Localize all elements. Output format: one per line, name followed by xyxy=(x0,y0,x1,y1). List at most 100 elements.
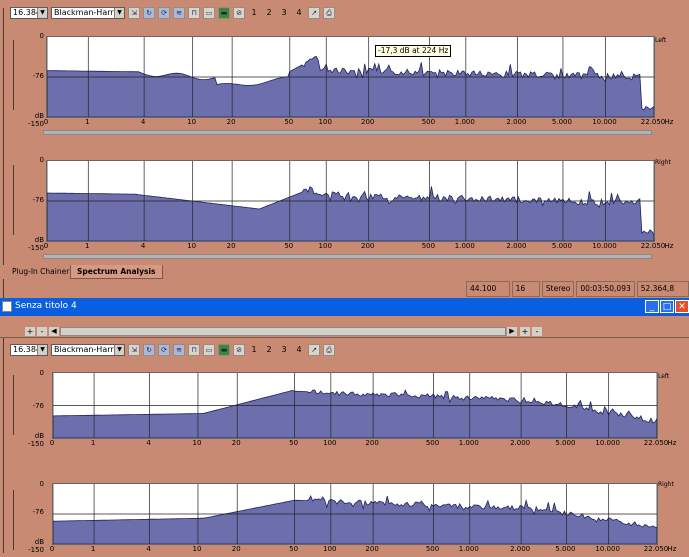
x-tick-label: 1.000 xyxy=(458,439,479,447)
x-tick-label: 4 xyxy=(140,242,146,250)
minimize-button[interactable]: _ xyxy=(645,300,659,313)
preset-1-button[interactable]: 1 xyxy=(251,345,257,354)
export-icon[interactable]: ⇲ xyxy=(128,343,140,356)
spectrum-plot-left[interactable] xyxy=(46,36,655,118)
scan-icon[interactable]: ⟳ xyxy=(158,343,170,356)
spectrum-area xyxy=(47,185,654,241)
tab-plugin-chainer[interactable]: Plug-In Chainer xyxy=(12,267,70,276)
display-mode-icon[interactable]: ▭ xyxy=(203,343,215,356)
x-tick-label: 1 xyxy=(85,118,90,126)
print-icon[interactable]: ⎙ xyxy=(323,6,335,19)
preset-2-button[interactable]: 2 xyxy=(266,345,272,354)
close-button[interactable]: ✕ xyxy=(675,300,689,313)
y-tick-76: -76 xyxy=(32,72,44,80)
spectrum-plot-right-2[interactable] xyxy=(52,483,658,545)
x-tick-label: 1.000 xyxy=(458,545,479,553)
x-tick-label: 5.000 xyxy=(555,545,576,553)
scan-options-icon[interactable]: ≋ xyxy=(173,6,185,19)
chevron-down-icon[interactable]: ▼ xyxy=(114,7,124,18)
y-tick-0: 0 xyxy=(39,369,44,377)
window-left-border xyxy=(3,338,4,553)
window-function-select-2[interactable]: Blackman-Harris ▼ xyxy=(51,343,125,356)
x-tick-label: 2.000 xyxy=(506,242,527,250)
x-tick-label: 0 xyxy=(43,242,49,250)
zoom-in-icon[interactable]: + xyxy=(25,327,35,336)
x-tick-label: 20 xyxy=(231,439,241,447)
channel-label-right-2: Right xyxy=(658,481,674,488)
x-tick-label: 22.050 xyxy=(640,118,666,126)
x-unit-label: Hz xyxy=(667,545,677,553)
x-tick-label: 2.000 xyxy=(510,439,531,447)
x-tick-label: 20 xyxy=(226,118,236,126)
scan-options-icon[interactable]: ≋ xyxy=(173,343,185,356)
waveform-scrollbar[interactable]: + - ◀ ▶ + - xyxy=(0,326,689,338)
preset-1-button[interactable]: 1 xyxy=(251,8,257,17)
spectrum-right-svg xyxy=(47,161,654,241)
x-tick-label: 5.000 xyxy=(551,242,572,250)
toolbar-bottom: 16.384 ▼ Blackman-Harris ▼ ⇲ ↻ ⟳ ≋ ⊓ ▭ ▬… xyxy=(10,341,335,358)
fft-size-select[interactable]: 16.384 ▼ xyxy=(10,6,48,19)
left-level-meter xyxy=(13,375,14,435)
scroll-thumb[interactable] xyxy=(60,327,506,336)
preset-4-button[interactable]: 4 xyxy=(296,345,302,354)
window-function-select[interactable]: Blackman-Harris ▼ xyxy=(51,6,125,19)
y-tick-0: 0 xyxy=(39,156,44,164)
window-titlebar[interactable]: Senza titolo 4 _ □ ✕ xyxy=(0,298,689,316)
export-icon[interactable]: ⇲ xyxy=(128,6,140,19)
reset-icon[interactable]: ⊘ xyxy=(233,343,245,356)
status-channels: Stereo xyxy=(541,281,575,297)
x-tick-label: 2.000 xyxy=(506,118,527,126)
zoom-out-v-icon[interactable]: - xyxy=(532,327,542,336)
x-tick-label: 1.000 xyxy=(454,242,475,250)
x-tick-label: 200 xyxy=(361,242,375,250)
zoom-out-icon[interactable]: - xyxy=(37,327,47,336)
window-function-value: Blackman-Harris xyxy=(54,8,121,17)
x-tick-label: 50 xyxy=(289,439,299,447)
refresh-icon[interactable]: ↻ xyxy=(143,343,155,356)
preset-3-button[interactable]: 3 xyxy=(281,8,287,17)
spectrum-plot-left-2[interactable] xyxy=(52,372,658,439)
scroll-left-icon[interactable]: ◀ xyxy=(49,327,59,336)
channel-label-left: Left xyxy=(655,37,667,44)
preset-2-button[interactable]: 2 xyxy=(266,8,272,17)
preset-3-button[interactable]: 3 xyxy=(281,345,287,354)
scroll-right-icon[interactable]: ▶ xyxy=(507,327,517,336)
pick-icon[interactable]: ↗ xyxy=(308,6,320,19)
x-unit-label: Hz xyxy=(664,242,674,250)
chevron-down-icon[interactable]: ▼ xyxy=(114,344,124,355)
y-tick-150: dB -150 xyxy=(28,236,44,252)
scan-icon[interactable]: ⟳ xyxy=(158,6,170,19)
y-tick-150: dB -150 xyxy=(28,538,44,554)
zoom-in-v-icon[interactable]: + xyxy=(520,327,530,336)
splitter-2[interactable] xyxy=(43,254,652,259)
x-tick-label: 10 xyxy=(192,439,202,447)
print-icon[interactable]: ⎙ xyxy=(323,343,335,356)
x-tick-label: 100 xyxy=(318,118,332,126)
tab-bar: Plug-In Chainer Spectrum Analysis xyxy=(0,265,689,279)
x-tick-label: 0 xyxy=(49,439,55,447)
x-tick-label: 22.050 xyxy=(640,242,666,250)
spectrum-plot-right[interactable] xyxy=(46,160,655,242)
pick-icon[interactable]: ↗ xyxy=(308,343,320,356)
y-tick-150: dB -150 xyxy=(28,432,44,448)
lock-icon[interactable]: ⊓ xyxy=(188,343,200,356)
maximize-button[interactable]: □ xyxy=(660,300,674,313)
reset-icon[interactable]: ⊘ xyxy=(233,6,245,19)
chevron-down-icon[interactable]: ▼ xyxy=(37,344,47,355)
display-mode-icon[interactable]: ▭ xyxy=(203,6,215,19)
lock-icon[interactable]: ⊓ xyxy=(188,6,200,19)
splitter-1[interactable] xyxy=(43,130,652,135)
preset-4-button[interactable]: 4 xyxy=(296,8,302,17)
window-icon xyxy=(2,301,12,312)
refresh-icon[interactable]: ↻ xyxy=(143,6,155,19)
x-tick-label: 20 xyxy=(231,545,241,553)
graph-type-icon[interactable]: ▬ xyxy=(218,6,230,19)
graph-type-icon[interactable]: ▬ xyxy=(218,343,230,356)
channel-label-right: Right xyxy=(655,159,671,166)
x-tick-label: 200 xyxy=(365,545,379,553)
fft-size-select-2[interactable]: 16.384 ▼ xyxy=(10,343,48,356)
x-tick-label: 100 xyxy=(323,545,337,553)
x-tick-label: 22.050 xyxy=(643,439,669,447)
tab-spectrum-analysis[interactable]: Spectrum Analysis xyxy=(70,265,163,279)
chevron-down-icon[interactable]: ▼ xyxy=(37,7,47,18)
